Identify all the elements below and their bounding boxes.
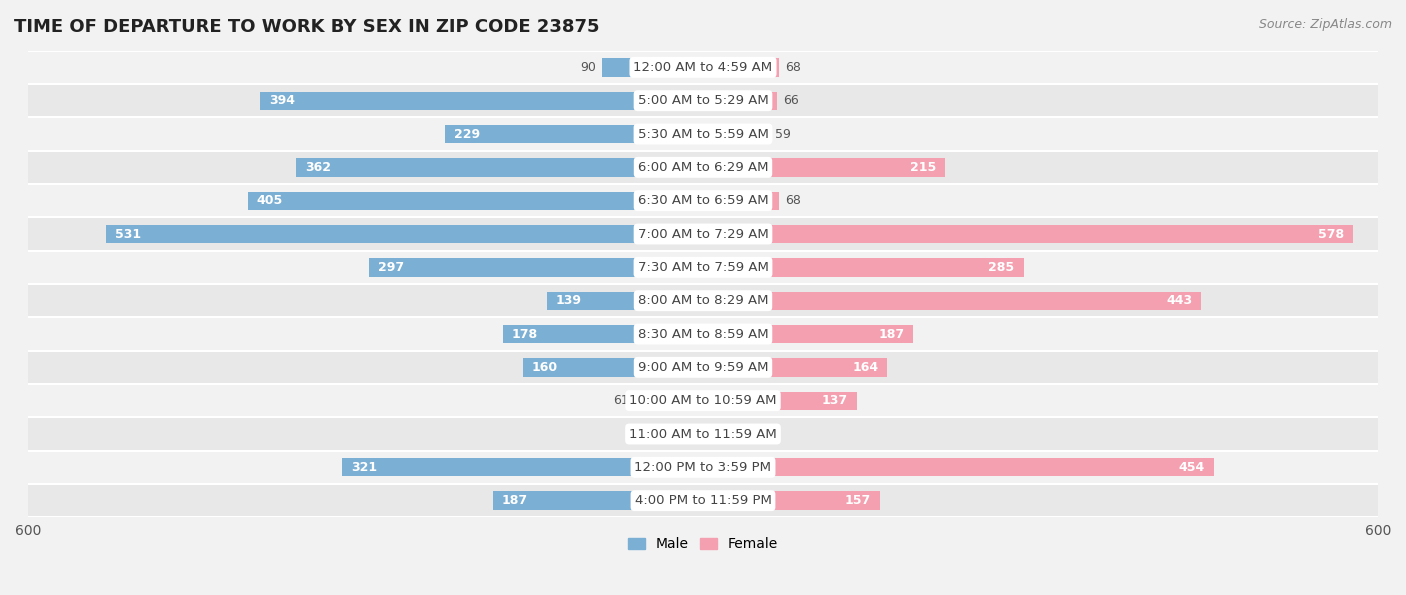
- Text: 59: 59: [775, 127, 790, 140]
- Text: 66: 66: [783, 94, 799, 107]
- Bar: [28, 484, 1378, 517]
- Bar: [703, 358, 887, 377]
- Bar: [28, 117, 1378, 151]
- Bar: [634, 392, 703, 410]
- Text: TIME OF DEPARTURE TO WORK BY SEX IN ZIP CODE 23875: TIME OF DEPARTURE TO WORK BY SEX IN ZIP …: [14, 18, 599, 36]
- Text: 7:00 AM to 7:29 AM: 7:00 AM to 7:29 AM: [638, 227, 768, 240]
- Bar: [28, 417, 1378, 450]
- Bar: [703, 325, 914, 343]
- Text: 164: 164: [852, 361, 879, 374]
- Bar: [247, 192, 703, 210]
- Text: 178: 178: [512, 327, 538, 340]
- Text: 90: 90: [581, 61, 596, 74]
- Legend: Male, Female: Male, Female: [623, 532, 783, 557]
- Text: 362: 362: [305, 161, 330, 174]
- Text: 11:00 AM to 11:59 AM: 11:00 AM to 11:59 AM: [628, 427, 778, 440]
- Text: 578: 578: [1317, 227, 1344, 240]
- Bar: [703, 258, 1024, 277]
- Bar: [523, 358, 703, 377]
- Text: 297: 297: [378, 261, 404, 274]
- Text: 0: 0: [711, 427, 720, 440]
- Bar: [547, 292, 703, 310]
- Bar: [28, 284, 1378, 317]
- Bar: [703, 158, 945, 177]
- Bar: [28, 84, 1378, 117]
- Text: 160: 160: [531, 361, 558, 374]
- Text: 5:00 AM to 5:29 AM: 5:00 AM to 5:29 AM: [638, 94, 768, 107]
- Bar: [703, 192, 779, 210]
- Text: 187: 187: [502, 494, 527, 507]
- Bar: [28, 217, 1378, 250]
- Bar: [295, 158, 703, 177]
- Text: 454: 454: [1178, 461, 1205, 474]
- Text: 187: 187: [879, 327, 904, 340]
- Text: 4:00 PM to 11:59 PM: 4:00 PM to 11:59 PM: [634, 494, 772, 507]
- Text: 215: 215: [910, 161, 936, 174]
- Text: 394: 394: [269, 94, 295, 107]
- Bar: [105, 225, 703, 243]
- Bar: [28, 51, 1378, 84]
- Text: 157: 157: [845, 494, 870, 507]
- Bar: [703, 491, 880, 510]
- Bar: [703, 225, 1353, 243]
- Text: 443: 443: [1166, 294, 1192, 307]
- Bar: [602, 58, 703, 77]
- Text: 9:00 AM to 9:59 AM: 9:00 AM to 9:59 AM: [638, 361, 768, 374]
- Text: 6:30 AM to 6:59 AM: 6:30 AM to 6:59 AM: [638, 194, 768, 207]
- Text: 5:30 AM to 5:59 AM: 5:30 AM to 5:59 AM: [637, 127, 769, 140]
- Text: 7:30 AM to 7:59 AM: 7:30 AM to 7:59 AM: [637, 261, 769, 274]
- Bar: [28, 250, 1378, 284]
- Bar: [703, 125, 769, 143]
- Bar: [28, 350, 1378, 384]
- Text: 8:00 AM to 8:29 AM: 8:00 AM to 8:29 AM: [638, 294, 768, 307]
- Text: 68: 68: [785, 194, 801, 207]
- Bar: [368, 258, 703, 277]
- Text: 10:00 AM to 10:59 AM: 10:00 AM to 10:59 AM: [630, 394, 776, 407]
- Bar: [28, 384, 1378, 417]
- Text: Source: ZipAtlas.com: Source: ZipAtlas.com: [1258, 18, 1392, 31]
- Bar: [703, 58, 779, 77]
- Bar: [260, 92, 703, 110]
- Bar: [703, 458, 1213, 477]
- Text: 321: 321: [352, 461, 377, 474]
- Text: 6:00 AM to 6:29 AM: 6:00 AM to 6:29 AM: [638, 161, 768, 174]
- Bar: [28, 317, 1378, 350]
- Bar: [503, 325, 703, 343]
- Text: 68: 68: [785, 61, 801, 74]
- Bar: [28, 184, 1378, 217]
- Text: 229: 229: [454, 127, 481, 140]
- Text: 137: 137: [823, 394, 848, 407]
- Text: 61: 61: [613, 394, 628, 407]
- Text: 531: 531: [115, 227, 141, 240]
- Text: 12:00 PM to 3:59 PM: 12:00 PM to 3:59 PM: [634, 461, 772, 474]
- Bar: [492, 491, 703, 510]
- Text: 405: 405: [256, 194, 283, 207]
- Bar: [342, 458, 703, 477]
- Bar: [28, 450, 1378, 484]
- Bar: [28, 151, 1378, 184]
- Bar: [446, 125, 703, 143]
- Text: 8:30 AM to 8:59 AM: 8:30 AM to 8:59 AM: [638, 327, 768, 340]
- Text: 285: 285: [988, 261, 1015, 274]
- Bar: [703, 392, 858, 410]
- Text: 0: 0: [686, 427, 695, 440]
- Bar: [703, 92, 778, 110]
- Text: 12:00 AM to 4:59 AM: 12:00 AM to 4:59 AM: [634, 61, 772, 74]
- Text: 139: 139: [555, 294, 582, 307]
- Bar: [703, 292, 1201, 310]
